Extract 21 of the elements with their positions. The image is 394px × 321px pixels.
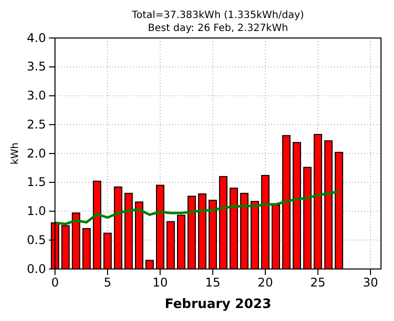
- line-series: [54, 190, 340, 226]
- y-tick-label: 0.5: [26, 232, 46, 247]
- y-axis-title: kWh: [10, 142, 21, 165]
- x-tick-label: 5: [104, 276, 112, 290]
- x-tick-label: 15: [205, 276, 220, 290]
- y-tick-label: 1.5: [26, 175, 46, 190]
- y-tick-label: 2.5: [26, 117, 46, 132]
- x-tick-label: 10: [152, 276, 168, 290]
- y-tick-label: 3.5: [26, 60, 46, 74]
- y-tick-label: 4.0: [26, 30, 46, 45]
- chart-subtitle: Best day: 26 Feb, 2.327kWh: [148, 23, 288, 34]
- x-tick-label: 20: [258, 276, 273, 290]
- y-tick-label: 3.0: [26, 88, 46, 103]
- chart-title: Total=37.383kWh (1.335kWh/day): [130, 10, 304, 21]
- x-tick-label: 30: [362, 276, 378, 290]
- x-axis-title: February 2023: [164, 297, 272, 312]
- x-tick-label: 0: [51, 276, 59, 290]
- x-tick-label: 25: [310, 276, 326, 290]
- y-tick-label: 2.0: [26, 146, 46, 160]
- y-tick-label: 1.0: [26, 204, 46, 218]
- y-tick-label: 0.0: [26, 262, 46, 276]
